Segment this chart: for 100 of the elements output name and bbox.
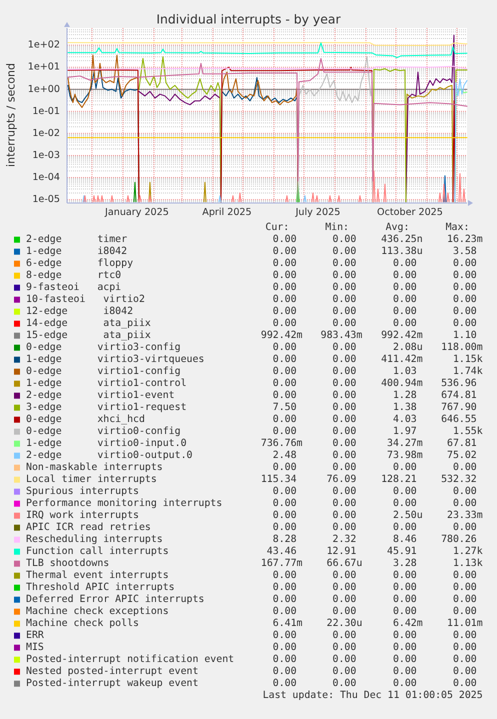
text: 0.00	[272, 306, 297, 318]
legend-label: APIC ICR read retries	[26, 522, 151, 534]
legend-label: 2-edge virtio0-output.0	[26, 450, 193, 462]
text: 1.10	[452, 330, 477, 342]
text: 0.00	[332, 438, 356, 450]
text: 0.00	[332, 342, 356, 354]
y-tick-label: 1e-04	[32, 172, 60, 184]
text: 0.00	[332, 666, 356, 678]
text: 0.00	[332, 294, 356, 306]
text: 1.74k	[452, 366, 483, 378]
text: 0.00	[332, 414, 356, 426]
text: 1.03	[392, 366, 417, 378]
text: 736.76m	[260, 438, 303, 450]
legend-label: TLB shootdowns	[26, 558, 110, 570]
text: 0.00	[272, 234, 297, 246]
text: 983.43m	[320, 330, 362, 342]
y-tick-label: 1e-03	[32, 150, 60, 161]
text: 0.00	[332, 234, 356, 246]
legend-label: 2-edge virtio1-event	[26, 390, 175, 402]
text: 0.00	[332, 630, 356, 642]
y-tick-label: 1e+02	[28, 40, 60, 51]
legend-label: 6-edge floppy	[26, 258, 134, 270]
text: 0.00	[272, 642, 297, 654]
legend-label: 14-edge ata_piix	[26, 318, 151, 330]
text: 0.00	[332, 486, 356, 498]
text: 0.00	[332, 318, 356, 330]
x-tick-label: April 2025	[202, 207, 252, 218]
text: 0.00	[452, 294, 477, 306]
text: 0.00	[392, 582, 417, 594]
text: 0.00	[452, 306, 477, 318]
x-tick-label: July 2025	[294, 207, 340, 218]
text: 0.00	[272, 294, 297, 306]
text: 0.00	[392, 606, 417, 618]
text: 118.00m	[441, 342, 483, 354]
text: 6.41m	[272, 618, 303, 630]
text: 0.00	[392, 498, 417, 510]
text: 0.00	[392, 654, 417, 666]
text: 0.00	[272, 354, 297, 366]
text: 0.00	[392, 462, 417, 474]
text: 1.28	[392, 390, 417, 402]
text: 1.27k	[452, 546, 483, 558]
text: 0.00	[332, 462, 356, 474]
legend-label: 10-fasteoi virtio2	[26, 294, 145, 306]
text: 23.33m	[447, 510, 483, 522]
chart-title: Individual interrupts - by year	[156, 12, 342, 26]
text: 0.00	[272, 270, 297, 282]
text: 0.00	[272, 342, 297, 354]
text: 12.91	[326, 546, 356, 558]
legend-label: 1-edge i8042	[26, 246, 128, 258]
x-tick-label: January 2025	[104, 207, 169, 218]
text: 8.46	[392, 534, 417, 546]
legend-label: ERR	[26, 630, 44, 642]
text: 8.28	[272, 534, 297, 546]
text: 4.03	[392, 414, 417, 426]
y-tick-label: 1e+00	[28, 84, 60, 95]
legend-label: Posted-interrupt notification event	[26, 654, 234, 666]
text: 0.00	[332, 390, 356, 402]
text: 3.58	[452, 246, 477, 258]
legend-label: 9-fasteoi acpi	[26, 282, 122, 294]
text: 0.00	[272, 426, 297, 438]
text: 67.81	[447, 438, 477, 450]
legend-label: 0-edge virtio1-config	[26, 366, 181, 378]
text: 6.42m	[392, 618, 423, 630]
text: 0.00	[332, 654, 356, 666]
text: 0.00	[272, 582, 297, 594]
text: 0.00	[272, 246, 297, 258]
text: 0.00	[272, 666, 297, 678]
text: 2.08u	[392, 342, 423, 354]
text: Cur:	[265, 222, 290, 234]
text: 2.50u	[392, 510, 423, 522]
text: 0.00	[452, 282, 477, 294]
text: 0.00	[452, 678, 477, 690]
text: 0.00	[452, 318, 477, 330]
text: 0.00	[392, 306, 417, 318]
legend-label: Local timer interrupts	[26, 474, 157, 486]
text: 0.00	[452, 462, 477, 474]
text: Last update: Thu Dec 11 01:00:05 2025	[262, 690, 483, 702]
text: 0.00	[392, 570, 417, 582]
y-tick-label: 1e-01	[32, 106, 60, 117]
text: 0.00	[392, 594, 417, 606]
text: 0.00	[452, 486, 477, 498]
legend-label: 8-edge rtc0	[26, 270, 122, 282]
x-tick-label: October 2025	[377, 207, 443, 218]
text: 532.32	[441, 474, 477, 486]
legend-label: 12-edge i8042	[26, 306, 134, 318]
text: 0.00	[332, 450, 356, 462]
text: 0.00	[392, 270, 417, 282]
text: 2.48	[272, 450, 297, 462]
text: 0.00	[332, 606, 356, 618]
text: 0.00	[452, 654, 477, 666]
text: 674.81	[441, 390, 477, 402]
text: 0.00	[452, 570, 477, 582]
text: 11.01m	[447, 618, 483, 630]
legend-label: Threshold APIC interrupts	[26, 582, 175, 594]
text: 0.00	[452, 522, 477, 534]
legend-label: 0-edge virtio3-config	[26, 342, 181, 354]
text: 0.00	[392, 678, 417, 690]
text: 0.00	[332, 270, 356, 282]
text: 0.00	[452, 666, 477, 678]
legend-label: Spurious interrupts	[26, 486, 139, 498]
